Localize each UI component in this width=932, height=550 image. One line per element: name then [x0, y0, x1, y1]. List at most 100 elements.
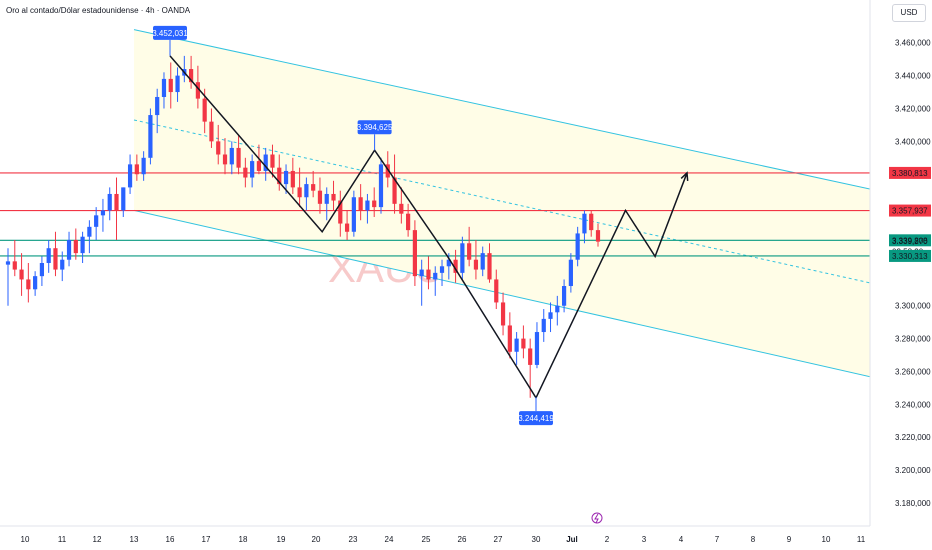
- candle-body: [412, 230, 417, 277]
- candle-body: [338, 200, 343, 224]
- candle: [270, 144, 275, 178]
- candle: [216, 124, 221, 165]
- price-axis-tick: 3.240,000: [895, 400, 931, 409]
- time-axis-label: 27: [494, 535, 503, 544]
- price-label-box: [889, 166, 931, 179]
- candle: [568, 253, 573, 293]
- candle-body: [460, 243, 465, 273]
- price-axis-tick: 3.280,000: [895, 335, 931, 344]
- candle-body: [250, 161, 255, 178]
- candle: [127, 154, 133, 194]
- candle: [26, 263, 31, 303]
- candle-body: [541, 318, 546, 333]
- time-axis-label: 3: [642, 535, 647, 544]
- candle-body: [351, 197, 356, 232]
- annotation-label: 3.244,419: [518, 414, 554, 423]
- time-axis-label: 7: [715, 535, 720, 544]
- candle: [114, 177, 119, 240]
- candle: [419, 259, 424, 306]
- projection-arrow-head: [680, 171, 689, 181]
- candle: [494, 269, 499, 310]
- time-axis-label: 18: [239, 535, 248, 544]
- candle: [460, 236, 465, 280]
- candle-body: [534, 332, 540, 365]
- candle-body: [222, 154, 228, 165]
- candle: [39, 256, 45, 287]
- candle-body: [568, 259, 573, 287]
- candle: [229, 141, 234, 175]
- price-annotation[interactable]: 3.244,419: [518, 397, 554, 426]
- candle-body: [229, 147, 234, 165]
- candle-body: [114, 193, 119, 211]
- candle-body: [582, 213, 587, 234]
- price-axis-tick: 3.400,000: [895, 137, 931, 146]
- candle-body: [236, 147, 241, 168]
- projection-path[interactable]: [169, 55, 688, 400]
- candle-body: [19, 269, 24, 280]
- currency-selector[interactable]: USD: [892, 4, 926, 22]
- candle: [121, 187, 126, 217]
- price-annotation[interactable]: 3.452,031: [152, 25, 188, 56]
- candle: [317, 177, 323, 214]
- candle: [412, 220, 417, 287]
- candle: [236, 134, 241, 175]
- time-axis-label: 12: [93, 535, 102, 544]
- candle: [439, 259, 445, 287]
- candle-body: [209, 121, 214, 142]
- chart-title: Oro al contado/Dólar estadounidense · 4h…: [6, 6, 191, 15]
- candle: [575, 226, 580, 267]
- price-annotation[interactable]: 3.394,625: [357, 120, 393, 151]
- candle-body: [365, 200, 370, 211]
- candle: [595, 223, 601, 247]
- price-axis-label: 3.357,937: [889, 204, 931, 217]
- candle: [399, 187, 404, 224]
- candle: [589, 210, 594, 237]
- candle-body: [202, 98, 207, 122]
- candle: [222, 138, 228, 175]
- candle: [331, 180, 336, 211]
- time-axis-label: 19: [277, 535, 286, 544]
- time-axis-label: 2: [605, 535, 610, 544]
- candle: [500, 292, 506, 336]
- candle: [155, 88, 160, 134]
- channel-lower-line[interactable]: [133, 209, 932, 532]
- candle-body: [589, 213, 594, 231]
- candle: [80, 231, 85, 263]
- lightning-icon[interactable]: [591, 512, 603, 524]
- candle-body: [500, 302, 506, 326]
- candle-body: [195, 82, 200, 99]
- candle: [487, 243, 492, 283]
- candle-body: [453, 259, 458, 273]
- candle: [290, 157, 295, 194]
- candle: [406, 203, 411, 237]
- candle: [5, 248, 11, 306]
- time-axis-label: 25: [422, 535, 431, 544]
- candle-body: [5, 261, 11, 265]
- candle: [250, 154, 255, 188]
- channel-upper-line[interactable]: [133, 29, 932, 339]
- candle-body: [426, 269, 431, 280]
- candle-body: [317, 190, 323, 204]
- candle: [311, 170, 316, 198]
- time-axis-label: 11: [58, 535, 67, 544]
- candle: [19, 253, 24, 296]
- candle: [66, 231, 72, 267]
- candle-body: [161, 78, 167, 97]
- candle-body: [446, 259, 451, 267]
- candle-body: [561, 286, 567, 306]
- candle: [378, 157, 384, 214]
- price-axis-tick: 3.200,000: [895, 466, 931, 475]
- candle: [473, 239, 479, 280]
- candle: [161, 72, 167, 109]
- price-axis-tick: 3.220,000: [895, 433, 931, 442]
- price-axis-tick: 3.440,000: [895, 72, 931, 81]
- annotation-label: 3.452,031: [152, 29, 188, 38]
- candle: [277, 154, 282, 191]
- candle-body: [263, 154, 268, 171]
- candle-body: [392, 177, 397, 204]
- candle: [263, 147, 268, 181]
- candle: [521, 325, 526, 359]
- candle-body: [155, 96, 160, 116]
- price-axis-tick: 3.460,000: [895, 39, 931, 48]
